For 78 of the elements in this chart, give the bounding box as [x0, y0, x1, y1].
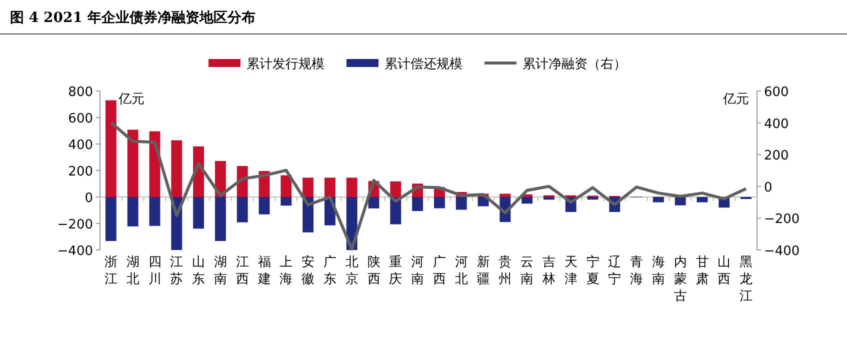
y2-tick-label: 200 — [764, 148, 789, 164]
x-tick-label: 云南 — [520, 255, 534, 287]
bar — [105, 100, 116, 197]
y-tick-label: −400 — [57, 244, 93, 259]
x-tick-label: 浙江 — [104, 255, 118, 287]
bar — [236, 197, 248, 222]
y-tick-label: 0 — [84, 191, 93, 206]
bar — [696, 197, 708, 202]
bar — [127, 130, 138, 197]
y-tick-label: −200 — [57, 218, 93, 232]
bar — [456, 197, 467, 210]
x-tick-label: 四川 — [148, 255, 162, 287]
x-tick-label: 河南 — [411, 255, 424, 287]
x-tick-label: 上海 — [280, 255, 293, 287]
x-tick-label: 湖南 — [214, 255, 227, 287]
x-tick-label: 青海 — [630, 255, 644, 287]
x-tick-label: 江苏 — [170, 255, 184, 287]
bar — [280, 175, 292, 197]
bar — [522, 197, 533, 204]
y2-axis-title: 亿元 — [722, 92, 749, 107]
x-tick-label: 广西 — [432, 255, 446, 287]
bar — [674, 197, 686, 206]
x-tick-label: 江西 — [236, 255, 249, 287]
y-tick-label: 200 — [68, 164, 93, 180]
bar — [149, 197, 160, 226]
y-tick-label: 400 — [68, 138, 93, 153]
x-tick-label: 甘肃 — [696, 255, 709, 287]
bar — [127, 197, 138, 226]
bar — [324, 178, 336, 197]
x-tick-label: 陕西 — [367, 255, 380, 287]
bar — [258, 197, 270, 214]
x-tick-label: 辽宁 — [608, 255, 622, 287]
legend-label: 累计净融资（右） — [522, 57, 626, 72]
bar — [105, 197, 116, 241]
bar — [302, 178, 314, 197]
bar — [652, 197, 664, 202]
bar — [587, 197, 598, 200]
y2-tick-label: −200 — [764, 212, 800, 228]
bar — [214, 197, 226, 241]
legend-label: 累计发行规模 — [246, 57, 324, 72]
x-tick-label: 北京 — [345, 255, 358, 287]
x-tick-label: 重庆 — [389, 255, 402, 287]
bar — [346, 178, 358, 197]
bar — [171, 140, 182, 197]
x-tick-label: 黑龙江 — [740, 255, 753, 304]
x-tick-label: 福建 — [256, 255, 271, 287]
bar — [193, 197, 204, 229]
y2-tick-label: 400 — [764, 116, 789, 132]
x-tick-label: 河北 — [454, 255, 468, 287]
bar — [434, 197, 445, 208]
x-tick-label: 山东 — [192, 255, 206, 287]
bar — [368, 197, 380, 208]
bar — [280, 197, 292, 206]
y-tick-label: 800 — [68, 85, 93, 100]
bar — [412, 197, 424, 212]
y2-tick-label: 600 — [764, 85, 789, 100]
x-tick-label: 贵州 — [498, 255, 512, 287]
bar — [390, 181, 402, 197]
x-tick-label: 海南 — [652, 255, 665, 287]
y2-tick-label: −400 — [764, 244, 800, 259]
x-tick-label: 宁夏 — [586, 254, 600, 287]
y2-tick-label: 0 — [764, 180, 772, 196]
y-axis-title: 亿元 — [117, 92, 144, 107]
chart-title: 图 4 2021 年企业债券净融资地区分布 — [10, 10, 256, 26]
x-tick-label: 湖北 — [126, 255, 140, 287]
legend-label: 累计偿还规模 — [384, 57, 462, 72]
x-tick-label: 安徽 — [302, 254, 315, 287]
y-tick-label: 600 — [68, 112, 93, 126]
bar — [478, 197, 489, 206]
line-series — [109, 120, 748, 251]
bar — [500, 194, 511, 197]
x-tick-label: 吉林 — [541, 255, 556, 287]
x-tick-label: 山西 — [718, 255, 731, 287]
x-tick-label: 天津 — [564, 255, 578, 287]
x-tick-label: 广东 — [323, 255, 336, 287]
x-tick-label: 内蒙古 — [674, 255, 687, 304]
x-tick-label: 新疆 — [476, 255, 490, 287]
bar — [543, 197, 554, 200]
